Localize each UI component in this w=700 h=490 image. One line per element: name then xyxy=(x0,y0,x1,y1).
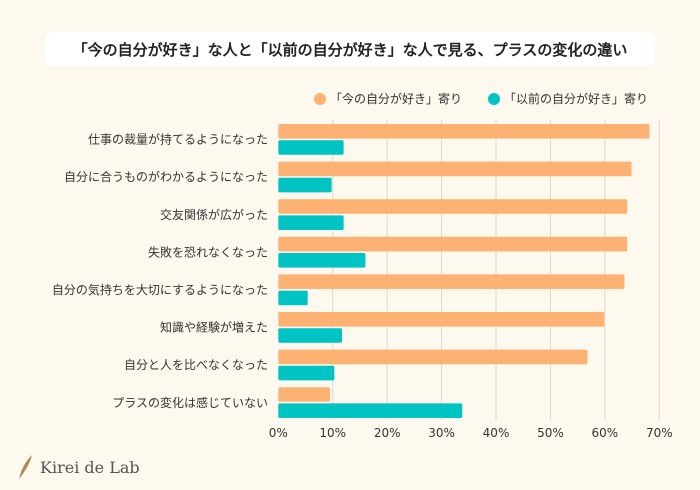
bar-before xyxy=(278,365,335,381)
chart-title: 「今の自分が好き」な人と「以前の自分が好き」な人で見る、プラスの変化の違い xyxy=(45,32,655,66)
bar-before xyxy=(278,140,344,155)
legend-swatch-now xyxy=(313,92,326,105)
category-label: 自分に合うものがわかるようになった xyxy=(64,169,268,184)
category-label: プラスの変化は感じていない xyxy=(112,395,268,410)
legend: 「今の自分が好き」寄り 「以前の自分が好き」寄り xyxy=(313,90,648,107)
legend-label-now: 「今の自分が好き」寄り xyxy=(329,92,462,106)
bar-now xyxy=(278,349,588,365)
legend-label-before: 「以前の自分が好き」寄り xyxy=(503,92,648,106)
bar-now xyxy=(278,236,628,252)
category-label: 自分と人を比べなくなった xyxy=(124,358,268,372)
bar-now xyxy=(278,199,628,214)
category-label: 仕事の裁量が持てるようになった xyxy=(88,132,268,147)
bar-before xyxy=(278,177,332,193)
bar-now xyxy=(278,124,650,139)
category-label: 自分の気持ちを大切にするようになった xyxy=(52,282,268,297)
bar-before xyxy=(278,328,342,343)
bar-before xyxy=(278,290,308,306)
legend-item-before: 「以前の自分が好き」寄り xyxy=(487,90,648,107)
x-tick-label: 60% xyxy=(592,426,619,440)
category-label: 失敗を恐れなくなった xyxy=(148,244,268,259)
x-tick-label: 0% xyxy=(269,426,288,440)
bar-before xyxy=(278,253,366,268)
bar-now xyxy=(278,387,331,402)
category-label: 交友関係が広がった xyxy=(160,207,268,222)
category-label: 知識や経験が増えた xyxy=(160,320,268,335)
bar-now xyxy=(278,312,605,327)
bar-before xyxy=(278,403,463,418)
x-tick-label: 30% xyxy=(428,426,455,440)
brand-name: Kirei de Lab xyxy=(40,457,140,477)
x-tick-label: 50% xyxy=(537,426,564,440)
x-tick-label: 70% xyxy=(646,426,673,440)
feather-icon xyxy=(19,455,32,479)
x-tick-label: 40% xyxy=(483,426,510,440)
legend-swatch-before xyxy=(487,92,500,105)
brand-logo: Kirei de Lab xyxy=(16,454,140,480)
legend-item-now: 「今の自分が好き」寄り xyxy=(313,90,462,107)
bar-now xyxy=(278,161,632,177)
x-tick-label: 20% xyxy=(374,426,401,440)
bar-now xyxy=(278,274,625,289)
x-tick-label: 10% xyxy=(319,426,346,440)
bar-before xyxy=(278,215,344,230)
